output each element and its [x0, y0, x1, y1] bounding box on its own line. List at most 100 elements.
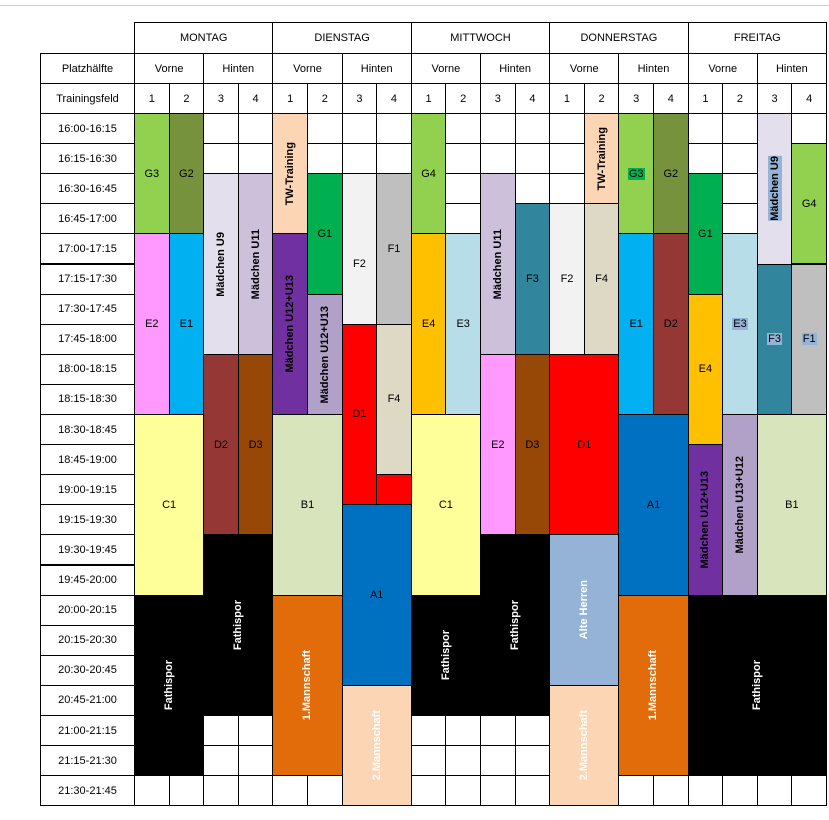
- empty-slot: [618, 775, 654, 807]
- training-block-f2: F2: [549, 203, 585, 355]
- training-block-fathispor: Fathispor: [480, 534, 551, 716]
- empty-slot: [445, 715, 481, 747]
- field-number: 1: [549, 83, 585, 114]
- empty-slot: [307, 143, 343, 175]
- top-divider: [0, 5, 829, 6]
- time-slot-label: 20:45-21:00: [58, 694, 117, 707]
- training-block-g1: G1: [307, 173, 343, 295]
- field-number: 2: [445, 83, 481, 114]
- training-block-g4: G4: [791, 143, 827, 265]
- training-block-e3: E3: [722, 233, 758, 415]
- training-block-e2-label: E2: [491, 438, 505, 451]
- training-block-f3: F3: [514, 203, 551, 355]
- row-label-field-label: Trainingsfeld: [56, 92, 119, 105]
- row-label-field: Trainingsfeld: [40, 83, 135, 114]
- field-number-label: 2: [460, 92, 467, 105]
- field-number: 2: [722, 83, 758, 114]
- training-block-tw-training: TW-Training: [583, 113, 620, 205]
- field-number-label: 3: [356, 92, 363, 105]
- training-block-f4-label: F4: [595, 273, 609, 286]
- training-block-d1-label: D1: [352, 408, 367, 421]
- time-slot: 16:00-16:15: [40, 113, 135, 145]
- time-slot: 16:30-16:45: [40, 173, 135, 205]
- training-block-e1-label: E1: [629, 318, 643, 331]
- empty-slot: [480, 715, 516, 747]
- time-slot-label: 19:45-20:00: [58, 574, 117, 587]
- time-slot-label: 17:00-17:15: [58, 242, 117, 255]
- day-header: FREITAG: [687, 22, 827, 54]
- time-slot-label: 16:00-16:15: [58, 122, 117, 135]
- empty-slot: [203, 775, 239, 807]
- field-number: 1: [272, 83, 308, 114]
- time-slot-label: 20:00-20:15: [58, 604, 117, 617]
- training-block-f4-label: F4: [387, 393, 401, 406]
- field-number-label: 3: [494, 92, 501, 105]
- field-number: 2: [307, 83, 343, 114]
- day-header: DONNERSTAG: [549, 22, 689, 54]
- training-block-e1: E1: [168, 233, 205, 415]
- training-block-g2-label: G2: [179, 167, 194, 180]
- time-slot: 18:00-18:15: [40, 353, 135, 385]
- day-header-label: FREITAG: [733, 32, 781, 44]
- training-block-e3-label: E3: [732, 318, 748, 331]
- field-number-label: 2: [183, 92, 190, 105]
- empty-slot: [341, 113, 378, 145]
- field-number: 4: [237, 83, 274, 114]
- training-block-g3: G3: [134, 113, 170, 235]
- empty-slot: [549, 173, 585, 205]
- empty-slot: [445, 775, 481, 807]
- row-label-half-label: Platzhälfte: [61, 62, 114, 75]
- day-header-label: MITTWOCH: [450, 32, 511, 44]
- half-header-label: Vorne: [569, 62, 599, 75]
- empty-slot: [203, 143, 239, 175]
- training-block-g2: G2: [653, 113, 689, 235]
- empty-slot: [514, 715, 551, 747]
- time-slot: 17:30-17:45: [40, 293, 135, 325]
- training-block-e2: E2: [480, 353, 516, 536]
- time-slot: 18:15-18:30: [40, 383, 135, 415]
- time-slot-label: 21:30-21:45: [58, 784, 117, 797]
- training-block-e3-label: E3: [456, 318, 470, 331]
- empty-slot: [653, 775, 689, 807]
- training-block-fathispor: Fathispor: [687, 594, 827, 777]
- empty-slot: [410, 745, 447, 777]
- field-number: 2: [583, 83, 620, 114]
- training-block-d3-label: D3: [248, 438, 263, 451]
- time-slot: 21:30-21:45: [40, 775, 135, 807]
- training-block-e2: E2: [134, 233, 170, 415]
- field-number: 2: [168, 83, 205, 114]
- training-block-m-dchen-u11-label: Mädchen U11: [249, 228, 262, 300]
- field-number: 3: [756, 83, 793, 114]
- field-number: 4: [653, 83, 689, 114]
- training-block-g3: G3: [618, 113, 654, 235]
- half-header: Hinten: [341, 53, 412, 84]
- training-block-g1-label: G1: [317, 227, 333, 240]
- half-header: Hinten: [203, 53, 274, 84]
- field-number-label: 1: [425, 92, 432, 105]
- empty-slot: [376, 143, 412, 175]
- time-slot-label: 17:15-17:30: [58, 273, 117, 286]
- time-slot: 18:30-18:45: [40, 414, 135, 446]
- day-header-label: MONTAG: [179, 32, 228, 44]
- field-number: 3: [480, 83, 516, 114]
- training-block-f4: F4: [376, 323, 412, 476]
- training-block-b1-label: B1: [300, 498, 315, 511]
- day-header-label: DONNERSTAG: [580, 32, 658, 44]
- training-block-2-mannschaft-label: 2.Mannschaft: [578, 710, 591, 781]
- half-header-label: Vorne: [154, 62, 184, 75]
- training-block-a1: A1: [618, 414, 689, 596]
- training-block-d3: D3: [514, 353, 551, 536]
- training-block-tw-training-label: TW-Training: [595, 126, 608, 191]
- empty-slot: [791, 775, 827, 807]
- field-number: 4: [376, 83, 412, 114]
- training-block-g2: G2: [168, 113, 205, 235]
- training-block-c1: C1: [134, 414, 205, 596]
- time-slot: 17:45-18:00: [40, 323, 135, 355]
- time-slot: 17:15-17:30: [40, 263, 135, 295]
- half-header-label: Hinten: [499, 62, 531, 75]
- training-block-d1: D1: [549, 353, 620, 536]
- training-block-d3: D3: [237, 353, 274, 536]
- day-header-label: DIENSTAG: [314, 32, 370, 44]
- training-block-d1: D1: [341, 323, 378, 506]
- empty-slot: [134, 775, 170, 807]
